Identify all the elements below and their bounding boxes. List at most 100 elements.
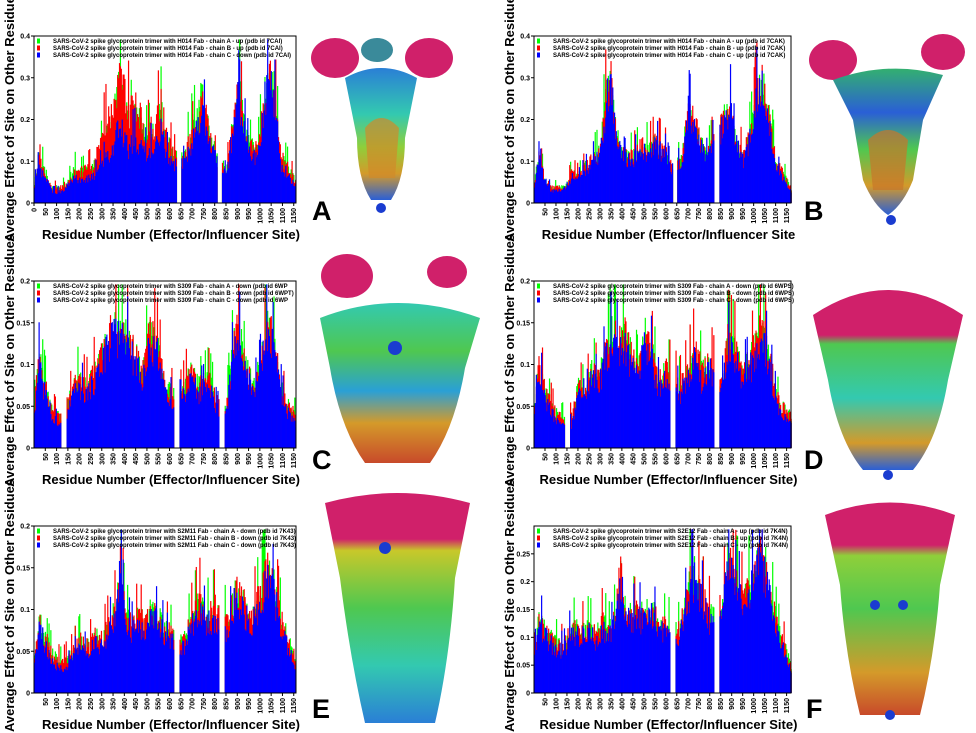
protein-structure-image-b xyxy=(809,34,965,225)
bar xyxy=(260,363,262,448)
bar xyxy=(188,151,190,203)
bar xyxy=(89,149,91,203)
bar xyxy=(108,635,110,693)
bar xyxy=(126,134,128,203)
x-tick-label: 0 xyxy=(32,208,39,212)
bar xyxy=(642,345,644,448)
bar xyxy=(282,635,284,693)
bar xyxy=(291,415,293,448)
bar xyxy=(284,406,286,448)
bar xyxy=(549,414,552,448)
bar xyxy=(720,144,722,203)
bar xyxy=(81,362,84,448)
bar xyxy=(647,152,649,203)
bar xyxy=(626,166,628,203)
bar xyxy=(160,118,162,203)
legend-swatch xyxy=(37,38,40,44)
bar xyxy=(194,132,197,203)
bar xyxy=(194,377,197,448)
x-tick-label: 300 xyxy=(597,208,604,220)
bar xyxy=(576,397,578,448)
bar xyxy=(171,408,173,448)
bar xyxy=(34,187,36,203)
bar xyxy=(280,636,282,693)
legend-entry: SARS-CoV-2 spike glycoprotein trimer wit… xyxy=(53,284,288,290)
bar xyxy=(206,130,208,203)
x-tick-label: 1100 xyxy=(280,208,287,223)
bar xyxy=(128,348,131,448)
bar xyxy=(665,151,667,203)
bar xyxy=(193,635,195,693)
bar xyxy=(199,132,201,203)
x-tick-label: 150 xyxy=(65,208,72,220)
bar xyxy=(108,162,111,203)
bar xyxy=(47,180,49,203)
bar xyxy=(239,125,242,203)
bar xyxy=(214,150,216,203)
bar xyxy=(761,70,763,203)
bar xyxy=(639,148,641,203)
bar xyxy=(604,133,606,203)
bar xyxy=(267,329,270,448)
bar xyxy=(781,418,783,448)
bar xyxy=(634,150,636,203)
bar xyxy=(249,373,251,448)
bar xyxy=(230,389,232,448)
bar xyxy=(242,600,244,693)
bar xyxy=(628,159,631,203)
bar xyxy=(603,126,605,203)
bar xyxy=(132,628,134,693)
bar xyxy=(248,389,250,448)
bar xyxy=(73,392,75,448)
bar xyxy=(646,155,648,203)
bar xyxy=(613,112,616,203)
bar xyxy=(659,141,661,203)
bar xyxy=(279,636,281,693)
bar xyxy=(76,392,78,448)
bar xyxy=(556,191,559,203)
bar xyxy=(147,99,150,203)
bar xyxy=(259,612,262,693)
bar xyxy=(163,644,165,693)
bar xyxy=(618,146,620,203)
bar xyxy=(137,357,140,448)
bar xyxy=(155,586,158,693)
bar xyxy=(640,156,642,203)
bar xyxy=(198,134,200,203)
bar xyxy=(773,400,776,448)
bar xyxy=(48,649,50,693)
bar xyxy=(680,167,682,203)
bar xyxy=(45,641,47,693)
bar xyxy=(240,117,243,203)
bar xyxy=(58,192,60,203)
bar xyxy=(783,176,785,203)
series-3 xyxy=(34,284,297,448)
bar xyxy=(79,177,81,203)
x-tick-label: 550 xyxy=(652,208,659,220)
bar xyxy=(699,382,701,448)
bar xyxy=(269,90,271,203)
bar xyxy=(642,153,644,203)
bar xyxy=(651,143,653,203)
bar xyxy=(571,172,573,203)
bar xyxy=(166,132,169,203)
bar xyxy=(628,344,630,448)
bar xyxy=(594,156,596,203)
bar xyxy=(279,387,281,448)
bar xyxy=(585,153,588,203)
bar xyxy=(52,658,54,693)
bar xyxy=(215,632,217,693)
bar xyxy=(189,374,191,448)
bar xyxy=(201,115,203,203)
bar xyxy=(627,167,629,203)
bar xyxy=(294,420,296,448)
bar xyxy=(766,108,769,203)
x-tick-label: 950 xyxy=(246,208,253,220)
bar xyxy=(642,159,645,203)
bar xyxy=(86,653,88,693)
bar xyxy=(260,142,262,203)
bar xyxy=(78,179,80,203)
bar xyxy=(42,627,44,693)
bar xyxy=(65,187,67,203)
bar xyxy=(164,148,166,203)
